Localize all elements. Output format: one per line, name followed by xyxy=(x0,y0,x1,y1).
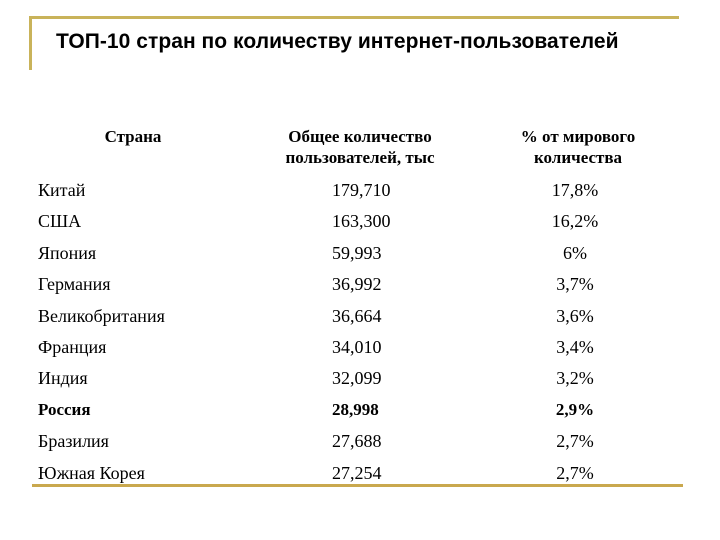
users-cell: 163,300 xyxy=(332,211,391,232)
table-row: Япония 59,993 6% xyxy=(38,240,684,271)
table-row: США 163,300 16,2% xyxy=(38,208,684,239)
frame-top-line xyxy=(29,16,679,19)
table-body: Китай 179,710 17,8% США 163,300 16,2% Яп… xyxy=(38,177,684,491)
table-row: Германия 36,992 3,7% xyxy=(38,271,684,302)
table-row: Франция 34,010 3,4% xyxy=(38,334,684,365)
page-title: ТОП-10 стран по количеству интернет-поль… xyxy=(56,30,619,53)
country-cell: Китай xyxy=(38,180,86,200)
share-cell: 3,2% xyxy=(556,368,594,389)
table-row-highlighted: Россия 28,998 2,9% xyxy=(38,397,684,428)
users-cell: 34,010 xyxy=(332,336,382,357)
share-cell: 2,7% xyxy=(556,431,594,452)
users-cell: 27,688 xyxy=(332,431,382,452)
share-cell: 3,7% xyxy=(556,274,594,295)
header-country: Страна xyxy=(104,127,162,146)
share-cell: 2,9% xyxy=(555,399,595,419)
country-cell: Германия xyxy=(38,274,111,295)
share-cell: 16,2% xyxy=(551,211,599,232)
header-total-users: Общее количество пользователей, тыс xyxy=(250,126,470,168)
header-world-share-line2: количества xyxy=(533,148,623,167)
users-cell: 59,993 xyxy=(332,242,382,263)
share-cell: 3,6% xyxy=(556,305,594,326)
header-world-share-line1: % от мирового xyxy=(520,127,636,146)
country-cell: Россия xyxy=(38,399,91,419)
users-cell: 28,998 xyxy=(332,399,379,419)
users-cell: 179,710 xyxy=(332,180,391,200)
users-cell: 36,664 xyxy=(332,305,382,326)
table-row: Великобритания 36,664 3,6% xyxy=(38,303,684,334)
users-cell: 32,099 xyxy=(332,368,382,389)
country-cell: Франция xyxy=(38,336,107,357)
share-cell: 6% xyxy=(563,242,587,263)
frame-left-line xyxy=(29,16,32,70)
header-total-users-line1: Общее количество xyxy=(288,127,432,146)
country-cell: Индия xyxy=(38,368,88,389)
header-world-share: % от мирового количества xyxy=(478,126,678,168)
table-bottom-rule xyxy=(32,484,683,487)
country-cell: Великобритания xyxy=(38,305,165,326)
table-row: Бразилия 27,688 2,7% xyxy=(38,428,684,459)
country-cell: Япония xyxy=(38,242,97,263)
share-cell: 2,7% xyxy=(556,462,594,483)
table-row: Южная Корея 27,254 2,7% xyxy=(38,460,684,491)
country-cell: Южная Корея xyxy=(38,462,145,483)
country-cell: Бразилия xyxy=(38,431,109,452)
share-cell: 17,8% xyxy=(551,180,599,200)
share-cell: 3,4% xyxy=(556,336,594,357)
table-row: Индия 32,099 3,2% xyxy=(38,365,684,396)
users-cell: 36,992 xyxy=(332,274,382,295)
header-total-users-line2: пользователей, тыс xyxy=(285,148,435,167)
country-cell: США xyxy=(38,211,82,232)
table-row: Китай 179,710 17,8% xyxy=(38,177,684,208)
users-cell: 27,254 xyxy=(332,462,382,483)
